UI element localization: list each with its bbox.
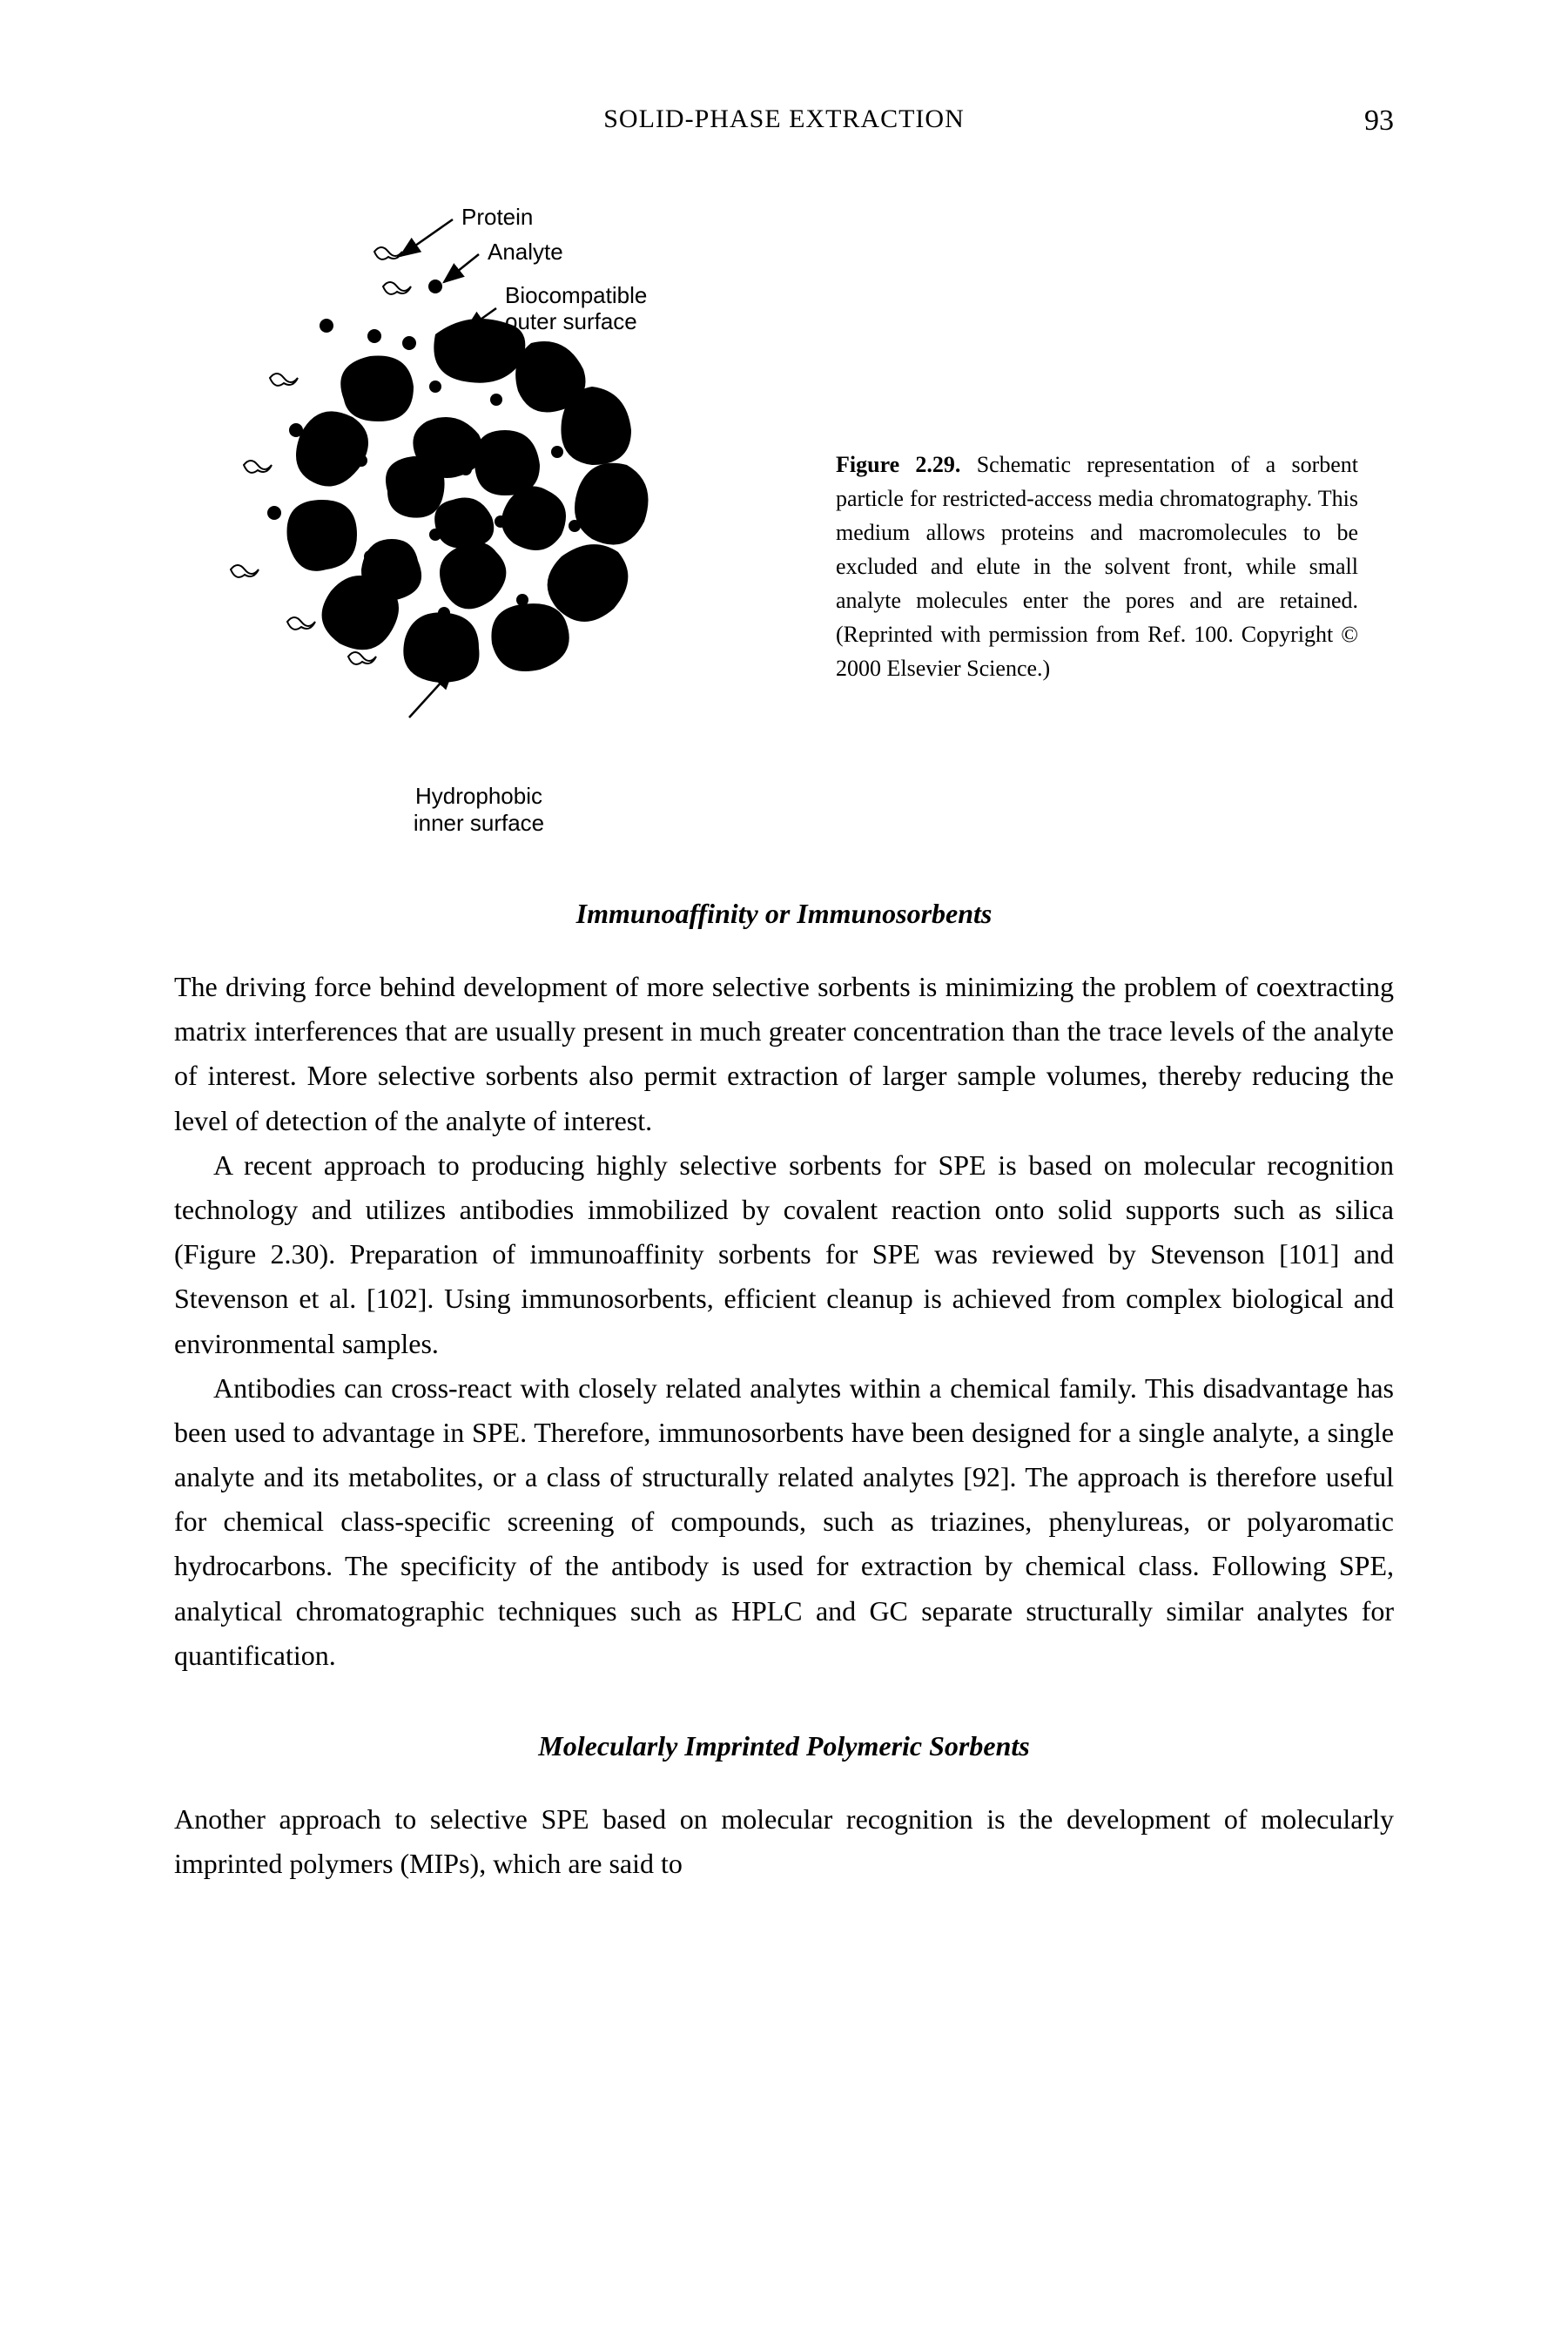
page: SOLID-PHASE EXTRACTION 93 Protein Analyt… [0, 0, 1568, 2351]
section-title-immunoaffinity: Immunoaffinity or Immunosorbents [174, 898, 1394, 930]
label-hydrophobic-1: Hydrophobic [174, 783, 784, 810]
paragraph: The driving force behind development of … [174, 965, 1394, 1143]
figure-caption: Figure 2.29. Schematic representation of… [836, 448, 1358, 685]
label-analyte: Analyte [488, 239, 563, 266]
paragraph: A recent approach to producing highly se… [174, 1143, 1394, 1366]
page-header: SOLID-PHASE EXTRACTION 93 [174, 104, 1394, 134]
section-title-mip: Molecularly Imprinted Polymeric Sorbents [174, 1730, 1394, 1762]
label-protein: Protein [461, 204, 533, 231]
label-biocompatible-1: Biocompatible [505, 282, 647, 309]
figure-2-29: Protein Analyte Biocompatible outer surf… [174, 204, 1394, 837]
page-number: 93 [1364, 104, 1394, 138]
figure-graphic: Protein Analyte Biocompatible outer surf… [174, 204, 784, 837]
running-head: SOLID-PHASE EXTRACTION [174, 104, 1394, 134]
label-hydrophobic-block: Hydrophobic inner surface [174, 783, 784, 837]
paragraph: Another approach to selective SPE based … [174, 1797, 1394, 1886]
figure-caption-label: Figure 2.29. [836, 452, 960, 477]
body-text-s1: The driving force behind development of … [174, 965, 1394, 1678]
body-text-s2: Another approach to selective SPE based … [174, 1797, 1394, 1886]
label-hydrophobic-2: inner surface [174, 810, 784, 837]
figure-caption-text: Schematic representation of a sorbent pa… [836, 452, 1358, 681]
paragraph: Antibodies can cross-react with closely … [174, 1366, 1394, 1678]
sorbent-particle-diagram [174, 204, 784, 770]
label-biocompatible-2: outer surface [505, 308, 637, 335]
